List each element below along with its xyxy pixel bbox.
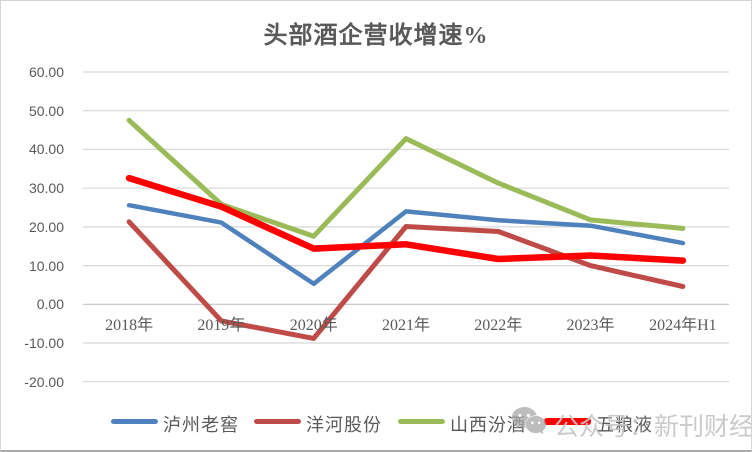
y-axis-tick-label: 20.00 [28,218,64,235]
series-line-1 [126,219,686,341]
legend-swatch [111,419,158,424]
legend-label: 山西汾酒 [450,414,526,435]
y-axis-tick-label: -10.00 [24,335,64,351]
series-line-0 [126,202,686,287]
x-axis-category-label: 2023年 [566,317,615,334]
legend-swatch [544,418,591,425]
legend-label: 洋河股份 [306,414,382,435]
y-axis-tick-label: 60.00 [28,64,64,81]
legend-swatch [254,419,301,424]
legend-label: 泸州老窖 [163,414,239,435]
y-axis-tick-label: 10.00 [28,257,64,274]
y-axis-tick-label: 40.00 [28,141,64,158]
legend-swatch [398,419,445,424]
x-axis-category-label: 2018年 [105,317,154,334]
x-axis-category-label: 2020年 [289,317,338,334]
legend-label: 五粮液 [596,414,653,435]
y-axis-tick-label: 0.00 [36,296,64,313]
y-axis-tick-label: 50.00 [28,102,64,119]
y-axis-tick-label: 30.00 [28,180,64,197]
chart-title: 头部酒企营收增速% [263,23,489,49]
x-axis-category-label: 2021年 [381,317,430,334]
y-axis-tick-label: -20.00 [24,373,64,390]
x-axis-category-label: 2022年 [474,317,523,334]
x-axis-category-label: 2024年H1 [649,317,717,334]
series-line-3 [125,174,687,264]
x-axis-category-label: 2019年 [197,317,246,334]
